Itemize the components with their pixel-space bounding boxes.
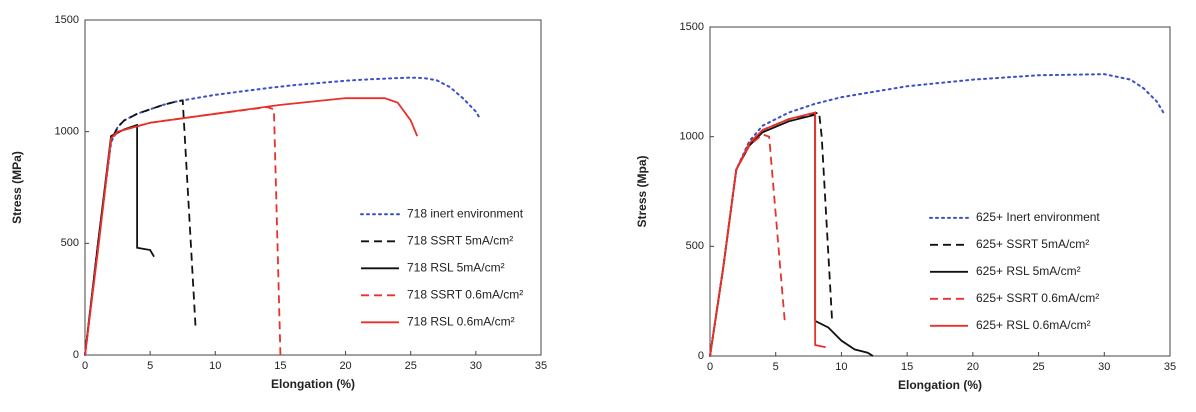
x-tick-label: 25 bbox=[405, 360, 417, 372]
x-tick-label: 15 bbox=[274, 360, 286, 372]
x-tick-label: 30 bbox=[470, 360, 482, 372]
series-line bbox=[84, 97, 419, 356]
series-line bbox=[84, 99, 197, 356]
x-tick-label: 5 bbox=[147, 360, 153, 372]
y-tick-label: 1500 bbox=[55, 14, 79, 26]
series-line bbox=[84, 123, 155, 356]
legend-label: 625+ Inert environment bbox=[976, 210, 1100, 224]
x-tick-label: 25 bbox=[1032, 361, 1044, 373]
x-tick-label: 10 bbox=[835, 361, 847, 373]
y-tick-label: 500 bbox=[686, 240, 704, 252]
y-tick-label: 1000 bbox=[55, 126, 79, 138]
legend-label: 625+ SSRT 5mA/cm² bbox=[976, 237, 1089, 251]
x-tick-label: 0 bbox=[707, 361, 713, 373]
x-tick-label: 10 bbox=[209, 360, 221, 372]
y-tick-label: 1500 bbox=[680, 21, 704, 33]
chart: 0 5 10 15 20 25 30 35 0 500 1000 1500 Elongation (%)… bbox=[10, 14, 547, 391]
y-tick-label: 500 bbox=[61, 237, 79, 249]
legend-label: 718 SSRT 5mA/cm² bbox=[407, 233, 513, 247]
x-axis-title: Elongation (%) bbox=[898, 378, 982, 392]
chart: 0 5 10 15 20 25 30 35 0 500 1000 1500 Elongation (%)… bbox=[635, 21, 1176, 392]
x-axis-title: Elongation (%) bbox=[271, 377, 355, 391]
legend-label: 718 SSRT 0.6mA/cm² bbox=[407, 287, 523, 301]
x-tick-label: 20 bbox=[967, 361, 979, 373]
legend-label: 625+ SSRT 0.6mA/cm² bbox=[976, 291, 1099, 305]
y-tick-label: 1000 bbox=[680, 131, 704, 143]
x-tick-label: 35 bbox=[535, 360, 547, 372]
x-tick-label: 15 bbox=[901, 361, 913, 373]
series-line bbox=[709, 111, 826, 357]
y-tick-label: 0 bbox=[698, 350, 704, 362]
series-line bbox=[84, 106, 282, 356]
plot-frame bbox=[709, 26, 1171, 357]
legend-label: 625+ RSL 5mA/cm² bbox=[976, 264, 1081, 278]
x-tick-label: 30 bbox=[1098, 361, 1110, 373]
series-line bbox=[709, 113, 874, 357]
x-tick-label: 20 bbox=[339, 360, 351, 372]
legend-label: 718 RSL 0.6mA/cm² bbox=[407, 314, 515, 328]
x-tick-label: 0 bbox=[82, 360, 88, 372]
y-tick-label: 0 bbox=[73, 349, 79, 361]
series-line bbox=[709, 133, 786, 357]
y-axis-title: Stress (Mpa) bbox=[635, 155, 649, 227]
y-axis-title: Stress (MPa) bbox=[10, 151, 24, 224]
legend-label: 718 inert environment bbox=[407, 206, 524, 220]
x-tick-label: 35 bbox=[1164, 361, 1176, 373]
legend-label: 718 RSL 5mA/cm² bbox=[407, 260, 505, 274]
legend-label: 625+ RSL 0.6mA/cm² bbox=[976, 318, 1091, 332]
plot-frame bbox=[84, 19, 542, 356]
x-tick-label: 5 bbox=[773, 361, 779, 373]
